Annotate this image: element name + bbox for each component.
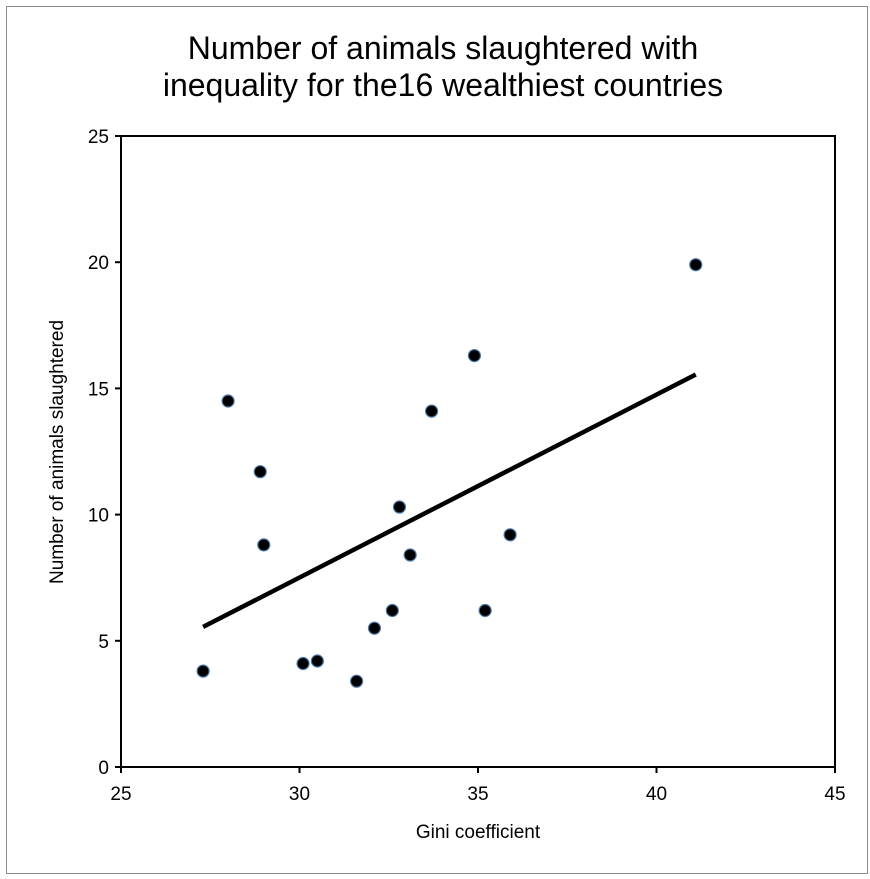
x-axis: 25 30 35 40 45 bbox=[110, 767, 846, 805]
data-point bbox=[392, 500, 407, 514]
y-axis-label: Number of animals slaughtered bbox=[47, 320, 68, 584]
y-tick-label: 25 bbox=[88, 127, 109, 148]
data-point bbox=[257, 538, 271, 552]
x-axis-label: Gini coefficient bbox=[416, 822, 541, 843]
data-point bbox=[403, 548, 417, 562]
y-tick-label: 15 bbox=[88, 379, 109, 400]
x-tick-label: 40 bbox=[646, 784, 667, 805]
data-point bbox=[367, 621, 382, 635]
x-tick-label: 35 bbox=[467, 784, 488, 805]
data-point bbox=[424, 404, 439, 418]
y-tick-label: 5 bbox=[98, 632, 109, 653]
plot-area bbox=[120, 135, 836, 768]
y-tick-label: 0 bbox=[98, 758, 109, 779]
data-point bbox=[310, 654, 324, 668]
data-point bbox=[196, 664, 210, 678]
data-point bbox=[467, 348, 482, 363]
data-point bbox=[221, 394, 235, 408]
data-points bbox=[196, 258, 703, 688]
y-tick-label: 20 bbox=[88, 253, 109, 274]
chart-title-line-1: Number of animals slaughtered with bbox=[188, 30, 698, 66]
data-point bbox=[689, 258, 703, 272]
chart-title-line-2: inequality for the16 wealthiest countrie… bbox=[163, 67, 723, 103]
y-axis: 0 5 10 15 20 25 bbox=[88, 127, 121, 779]
data-point bbox=[296, 656, 310, 671]
data-point bbox=[350, 674, 364, 688]
trendline-layer bbox=[202, 372, 697, 629]
x-tick-label: 30 bbox=[289, 784, 310, 805]
data-point bbox=[478, 603, 492, 618]
x-tick-label: 25 bbox=[110, 784, 131, 805]
data-point bbox=[385, 603, 399, 618]
data-point bbox=[253, 465, 267, 479]
data-point bbox=[503, 528, 517, 542]
chart-frame bbox=[6, 6, 868, 874]
x-tick-label: 45 bbox=[824, 784, 845, 805]
y-tick-label: 10 bbox=[88, 506, 109, 527]
trendline bbox=[202, 372, 697, 629]
